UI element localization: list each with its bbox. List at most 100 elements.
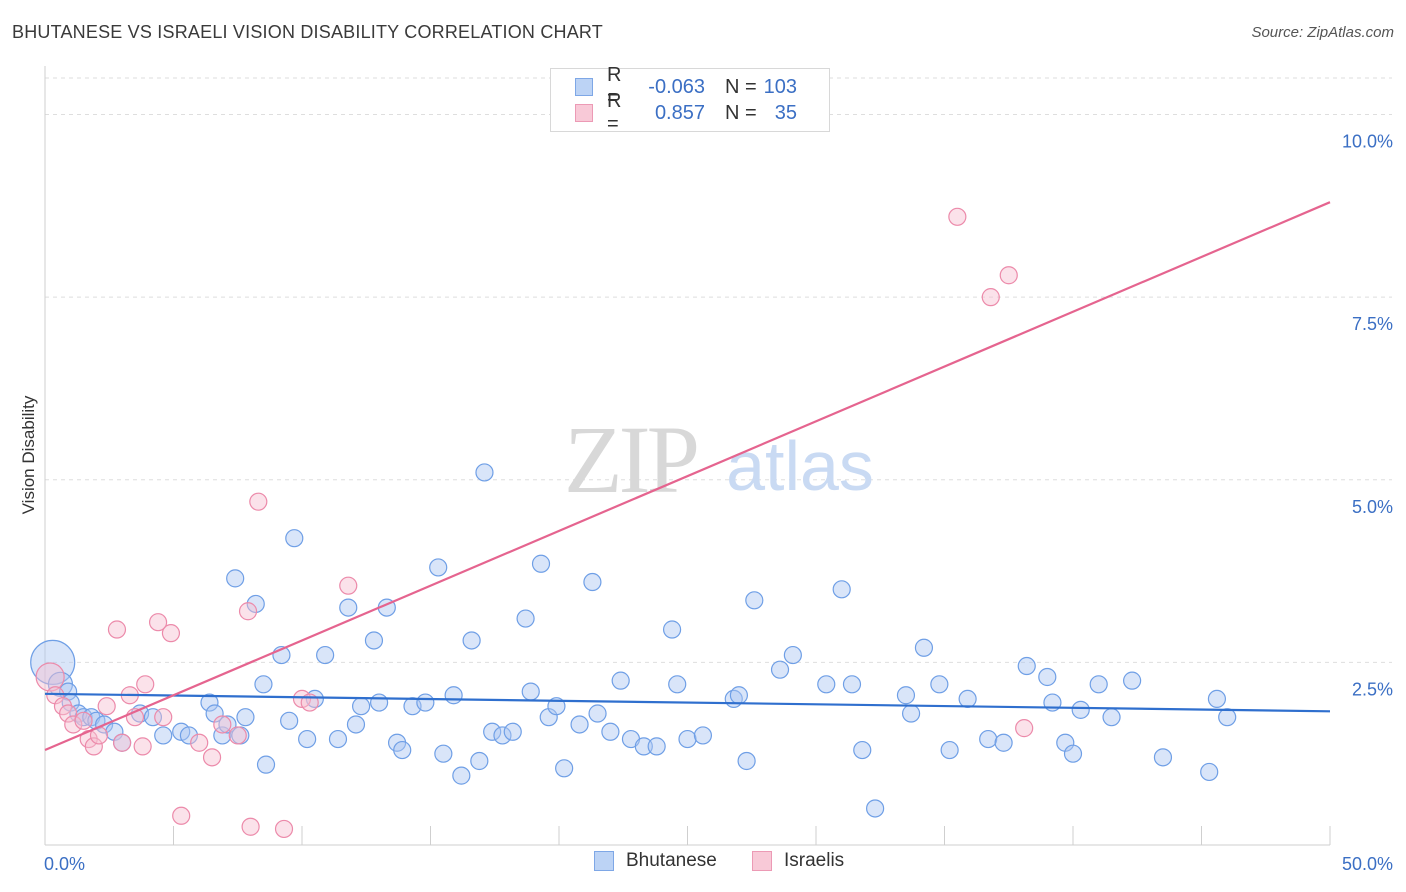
point-bhutanese xyxy=(256,755,276,774)
legend-swatch-blue xyxy=(575,78,593,96)
point-bhutanese xyxy=(1017,656,1036,676)
legend-row-israelis: R = 0.857 N = 35 xyxy=(575,90,797,135)
point-bhutanese xyxy=(154,726,173,745)
point-bhutanese xyxy=(1102,708,1121,727)
point-israelis xyxy=(112,733,132,752)
point-bhutanese xyxy=(693,726,713,745)
point-bhutanese xyxy=(179,726,199,745)
point-bhutanese xyxy=(246,594,265,614)
point-bhutanese xyxy=(393,740,412,760)
point-bhutanese xyxy=(570,715,589,734)
point-israelis xyxy=(148,613,168,632)
watermark-zip: ZIP xyxy=(564,406,697,513)
point-bhutanese xyxy=(470,751,489,771)
point-bhutanese xyxy=(298,729,317,749)
point-bhutanese xyxy=(475,463,494,482)
point-bhutanese xyxy=(531,554,551,573)
point-bhutanese xyxy=(611,671,630,690)
point-bhutanese xyxy=(143,708,163,727)
legend-r-value: -0.063 xyxy=(648,75,705,98)
point-israelis xyxy=(59,704,78,723)
point-bhutanese xyxy=(200,693,219,712)
point-bhutanese xyxy=(770,660,790,679)
point-bhutanese xyxy=(328,729,348,749)
legend-n-label: N = xyxy=(725,101,757,124)
point-bhutanese xyxy=(1207,689,1227,709)
chart-title: BHUTANESE VS ISRAELI VISION DISABILITY C… xyxy=(12,22,604,42)
point-bhutanese xyxy=(737,751,756,771)
point-israelis xyxy=(107,620,127,639)
point-bhutanese xyxy=(601,722,620,741)
legend-r-label: R = xyxy=(607,64,622,109)
legend-item-bhutanese: Bhutanese xyxy=(594,850,717,872)
point-bhutanese xyxy=(1071,700,1090,719)
point-israelis xyxy=(190,733,209,752)
point-israelis xyxy=(999,266,1018,285)
point-bhutanese xyxy=(434,744,453,763)
point-israelis xyxy=(154,708,173,727)
point-israelis xyxy=(97,697,116,716)
legend-swatch-pink xyxy=(575,104,593,122)
point-bhutanese xyxy=(930,675,949,694)
point-bhutanese xyxy=(1218,708,1237,727)
watermark: ZIP atlas xyxy=(564,406,874,513)
point-bhutanese xyxy=(516,609,535,628)
y-tick-label: 2.5% xyxy=(1352,679,1393,699)
point-bhutanese xyxy=(429,558,448,577)
point-bhutanese xyxy=(364,631,384,650)
correlation-legend: R = -0.063 N = 103 R = 0.857 N = 35 xyxy=(550,64,830,135)
point-bhutanese xyxy=(339,598,358,617)
point-bhutanese xyxy=(555,759,574,778)
series-legend: Bhutanese Israelis xyxy=(0,850,1406,878)
point-bhutanese xyxy=(940,740,959,760)
point-bhutanese xyxy=(483,722,502,741)
point-israelis xyxy=(202,748,222,767)
point-bhutanese xyxy=(462,631,481,650)
point-bhutanese xyxy=(1063,744,1083,763)
point-bhutanese xyxy=(493,726,512,745)
point-israelis xyxy=(249,492,268,511)
legend-n-label: N = xyxy=(725,75,757,98)
point-israelis xyxy=(948,207,967,226)
legend-label-israelis: Israelis xyxy=(784,850,845,871)
y-tick-label: 10.0% xyxy=(1342,132,1393,152)
legend-item-israelis: Israelis xyxy=(752,850,844,872)
point-israelis xyxy=(238,602,258,621)
legend-r-label: R = xyxy=(607,90,622,135)
point-bhutanese xyxy=(994,733,1013,752)
point-israelis xyxy=(161,624,181,643)
point-bhutanese xyxy=(503,722,522,741)
trend-line-bhutanese xyxy=(44,692,1331,713)
point-israelis xyxy=(228,726,247,745)
trend-line-israelis xyxy=(44,201,1331,752)
point-israelis xyxy=(241,817,260,836)
point-israelis xyxy=(274,819,294,839)
point-bhutanese xyxy=(896,686,916,705)
point-bhutanese xyxy=(979,729,998,749)
point-bhutanese xyxy=(866,799,885,818)
point-bhutanese xyxy=(583,572,602,592)
gridlines xyxy=(45,77,1392,663)
point-israelis xyxy=(74,711,93,730)
point-bhutanese xyxy=(647,737,666,756)
legend-swatch-israelis xyxy=(752,851,772,871)
point-israelis xyxy=(339,576,358,595)
point-bhutanese xyxy=(444,686,463,705)
point-bhutanese xyxy=(729,686,749,705)
point-bhutanese xyxy=(352,697,371,716)
point-bhutanese xyxy=(1153,748,1173,767)
point-bhutanese xyxy=(416,693,435,712)
point-israelis xyxy=(136,675,155,694)
point-bhutanese xyxy=(853,740,872,760)
point-bhutanese xyxy=(236,708,255,727)
point-bhutanese xyxy=(901,704,921,723)
point-bhutanese xyxy=(662,620,682,639)
point-bhutanese xyxy=(668,675,687,694)
point-bhutanese xyxy=(521,682,540,701)
legend-r-value: 0.857 xyxy=(654,101,705,124)
point-bhutanese xyxy=(678,729,697,749)
point-bhutanese xyxy=(254,675,273,694)
point-israelis xyxy=(1015,719,1034,738)
point-bhutanese xyxy=(452,766,471,785)
